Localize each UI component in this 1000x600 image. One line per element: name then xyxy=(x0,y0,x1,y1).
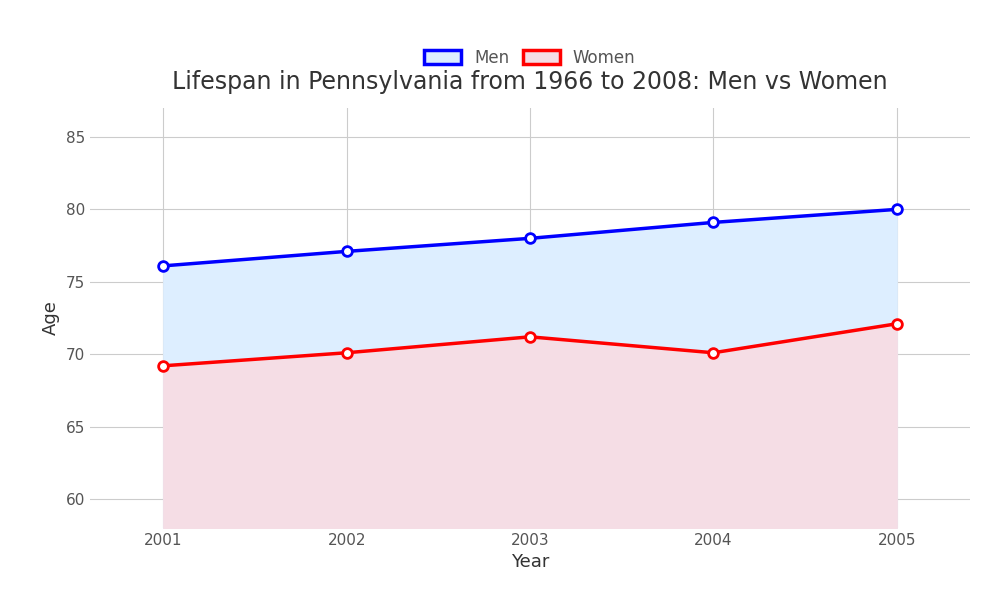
Y-axis label: Age: Age xyxy=(42,301,60,335)
X-axis label: Year: Year xyxy=(511,553,549,571)
Legend: Men, Women: Men, Women xyxy=(416,41,644,76)
Title: Lifespan in Pennsylvania from 1966 to 2008: Men vs Women: Lifespan in Pennsylvania from 1966 to 20… xyxy=(172,70,888,94)
